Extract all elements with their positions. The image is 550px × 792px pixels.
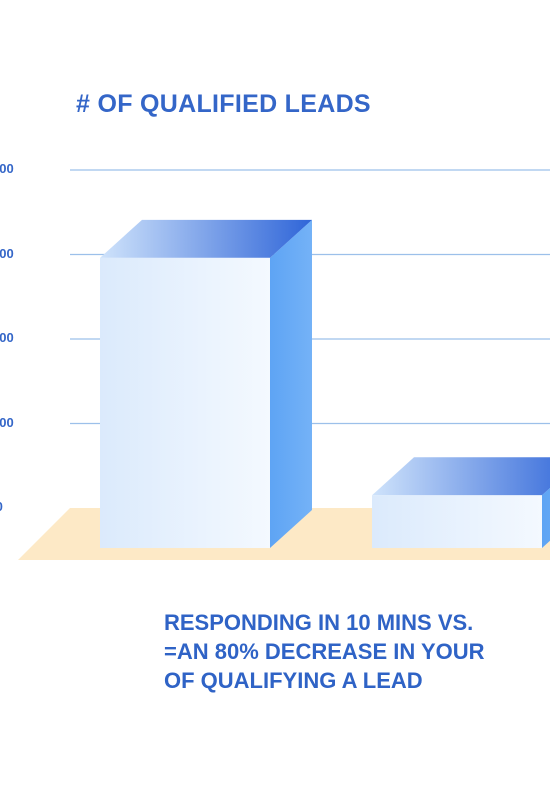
chart-title: # OF QUALIFIED LEADS [76, 90, 371, 118]
y-tick-label: 000 [0, 161, 14, 176]
bar-side-face [542, 488, 550, 548]
caption-line-2: =AN 80% DECREASE IN YOUR [164, 639, 485, 664]
bar-side-face [270, 219, 312, 549]
y-tick-label: 500 [0, 245, 14, 261]
bar-top-face [100, 219, 312, 258]
caption-line-1: RESPONDING IN 10 MINS VS. [164, 610, 474, 635]
y-tick-label: 500 [0, 414, 14, 430]
y-tick-label: 000 [0, 330, 14, 345]
bar-chart [18, 169, 550, 560]
bar-top-face [372, 457, 550, 496]
bar [372, 457, 550, 548]
bar-front-face [372, 495, 542, 548]
bar [100, 219, 312, 549]
y-tick-label: ,0 [0, 499, 52, 514]
caption: RESPONDING IN 10 MINS VS. =AN 80% DECREA… [164, 608, 550, 695]
bar-front-face [100, 257, 270, 548]
caption-line-3: OF QUALIFYING A LEAD [164, 668, 423, 693]
